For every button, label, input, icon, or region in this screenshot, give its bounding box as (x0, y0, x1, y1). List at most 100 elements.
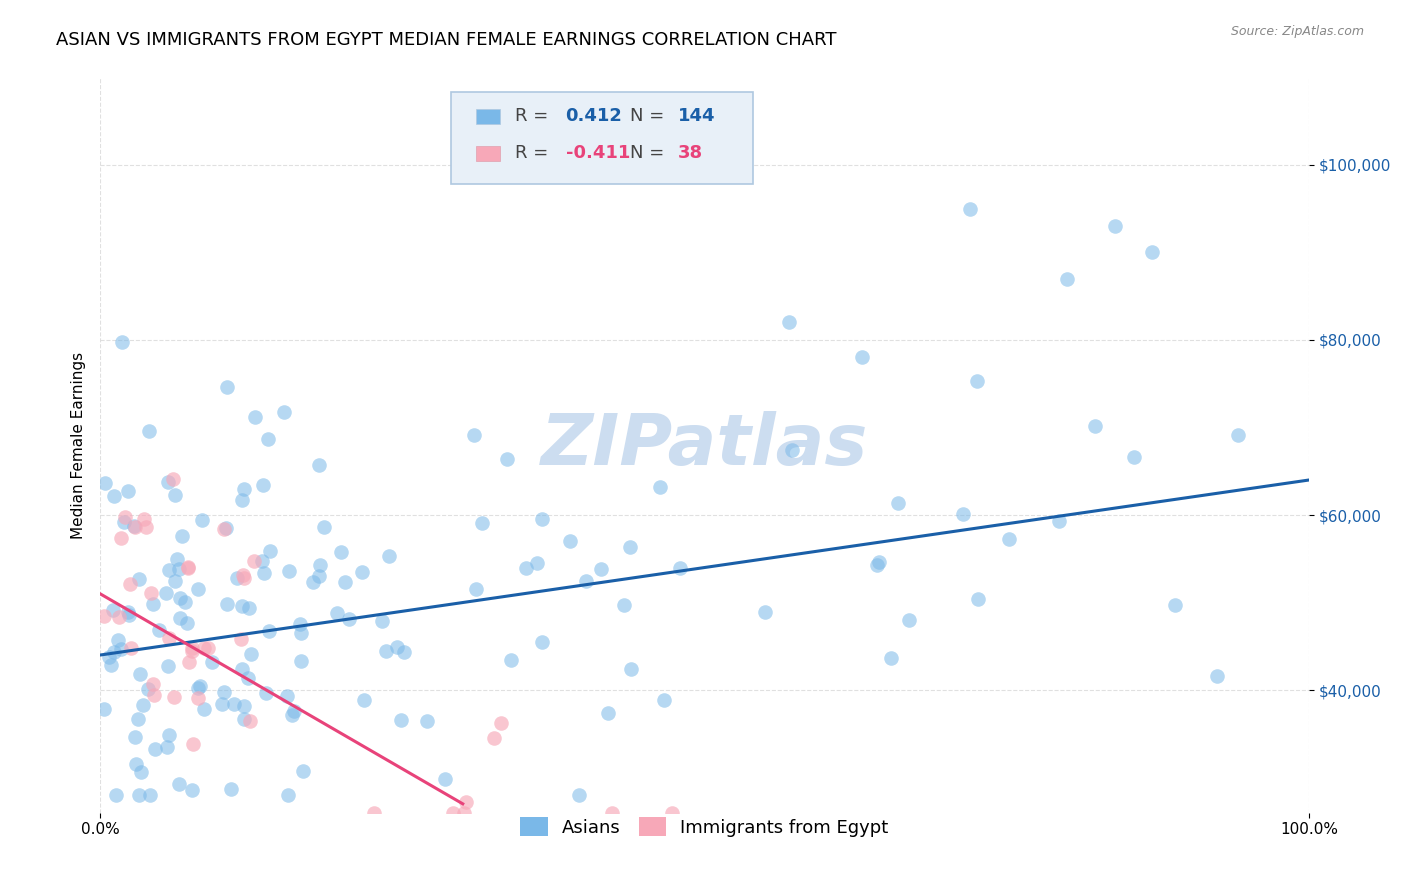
Point (1047, 514, 1070, 528)
Point (157, 563, 180, 577)
Point (232, 712, 254, 726)
Point (374, 644, 396, 658)
Point (463, 427, 485, 442)
Point (225, 571, 247, 585)
Point (212, 685, 235, 699)
Point (219, 782, 242, 797)
Legend: Asians, Immigrants from Egypt: Asians, Immigrants from Egypt (513, 810, 896, 844)
Point (129, 765, 152, 780)
Point (114, 509, 136, 524)
Point (197, 641, 219, 656)
Point (239, 648, 262, 662)
Point (108, 610, 131, 624)
Point (290, 625, 312, 640)
Point (136, 681, 159, 696)
Point (94, 475, 117, 490)
Text: Source: ZipAtlas.com: Source: ZipAtlas.com (1230, 25, 1364, 38)
Point (619, 540, 641, 554)
Point (253, 566, 276, 580)
Point (233, 571, 256, 585)
Point (280, 708, 302, 723)
Point (661, 805, 683, 820)
Point (186, 582, 208, 596)
Point (110, 642, 132, 657)
Point (1084, 419, 1107, 434)
Point (257, 624, 280, 638)
Point (93, 702, 115, 716)
Point (187, 691, 209, 706)
Point (337, 612, 360, 626)
Point (668, 561, 690, 575)
Point (276, 689, 298, 703)
Point (169, 562, 191, 576)
Text: R =: R = (515, 107, 554, 126)
Point (138, 424, 160, 438)
Point (193, 640, 215, 655)
Point (491, 716, 513, 731)
Point (233, 699, 256, 714)
Point (598, 706, 620, 720)
Point (394, 645, 416, 659)
Point (998, 532, 1021, 546)
Point (301, 574, 323, 589)
Point (499, 653, 522, 667)
Point (952, 507, 974, 521)
Y-axis label: Median Female Earnings: Median Female Earnings (72, 351, 86, 539)
Point (232, 568, 254, 582)
Point (176, 560, 198, 574)
Point (180, 783, 202, 797)
Point (125, 757, 148, 772)
Text: 0.412: 0.412 (565, 107, 623, 126)
Point (387, 640, 409, 654)
Point (157, 728, 180, 742)
Point (415, 714, 437, 728)
Point (1140, 245, 1163, 260)
Point (211, 697, 233, 711)
Point (103, 645, 125, 659)
Point (111, 335, 134, 350)
Point (496, 451, 519, 466)
Point (181, 644, 204, 658)
Point (866, 558, 889, 573)
Point (531, 635, 554, 649)
Point (173, 595, 195, 609)
Point (591, 562, 613, 576)
Point (177, 655, 200, 669)
Point (100, 658, 122, 673)
Point (1226, 427, 1249, 442)
Point (215, 380, 238, 394)
Point (163, 574, 186, 588)
Point (250, 553, 273, 567)
Point (135, 520, 157, 534)
Point (560, 533, 582, 548)
Point (162, 690, 184, 704)
Text: 144: 144 (678, 107, 716, 126)
Text: ZIPatlas: ZIPatlas (541, 410, 868, 480)
Point (190, 679, 212, 693)
Point (166, 551, 188, 566)
Point (620, 662, 643, 676)
Point (778, 316, 800, 330)
Point (131, 698, 153, 713)
Point (142, 598, 165, 612)
Point (309, 558, 332, 573)
Text: N =: N = (630, 107, 669, 126)
Point (122, 519, 145, 533)
Point (363, 805, 385, 820)
Point (124, 520, 146, 534)
Point (482, 731, 505, 745)
Point (148, 623, 170, 637)
Point (181, 737, 204, 751)
Point (187, 681, 209, 695)
Point (966, 592, 988, 607)
Point (453, 805, 475, 820)
Point (754, 605, 776, 619)
Point (238, 600, 260, 615)
Point (277, 788, 299, 802)
Point (143, 741, 166, 756)
Point (1164, 598, 1187, 612)
Point (353, 693, 375, 707)
Point (252, 478, 274, 492)
Point (378, 549, 401, 564)
Point (162, 472, 184, 486)
